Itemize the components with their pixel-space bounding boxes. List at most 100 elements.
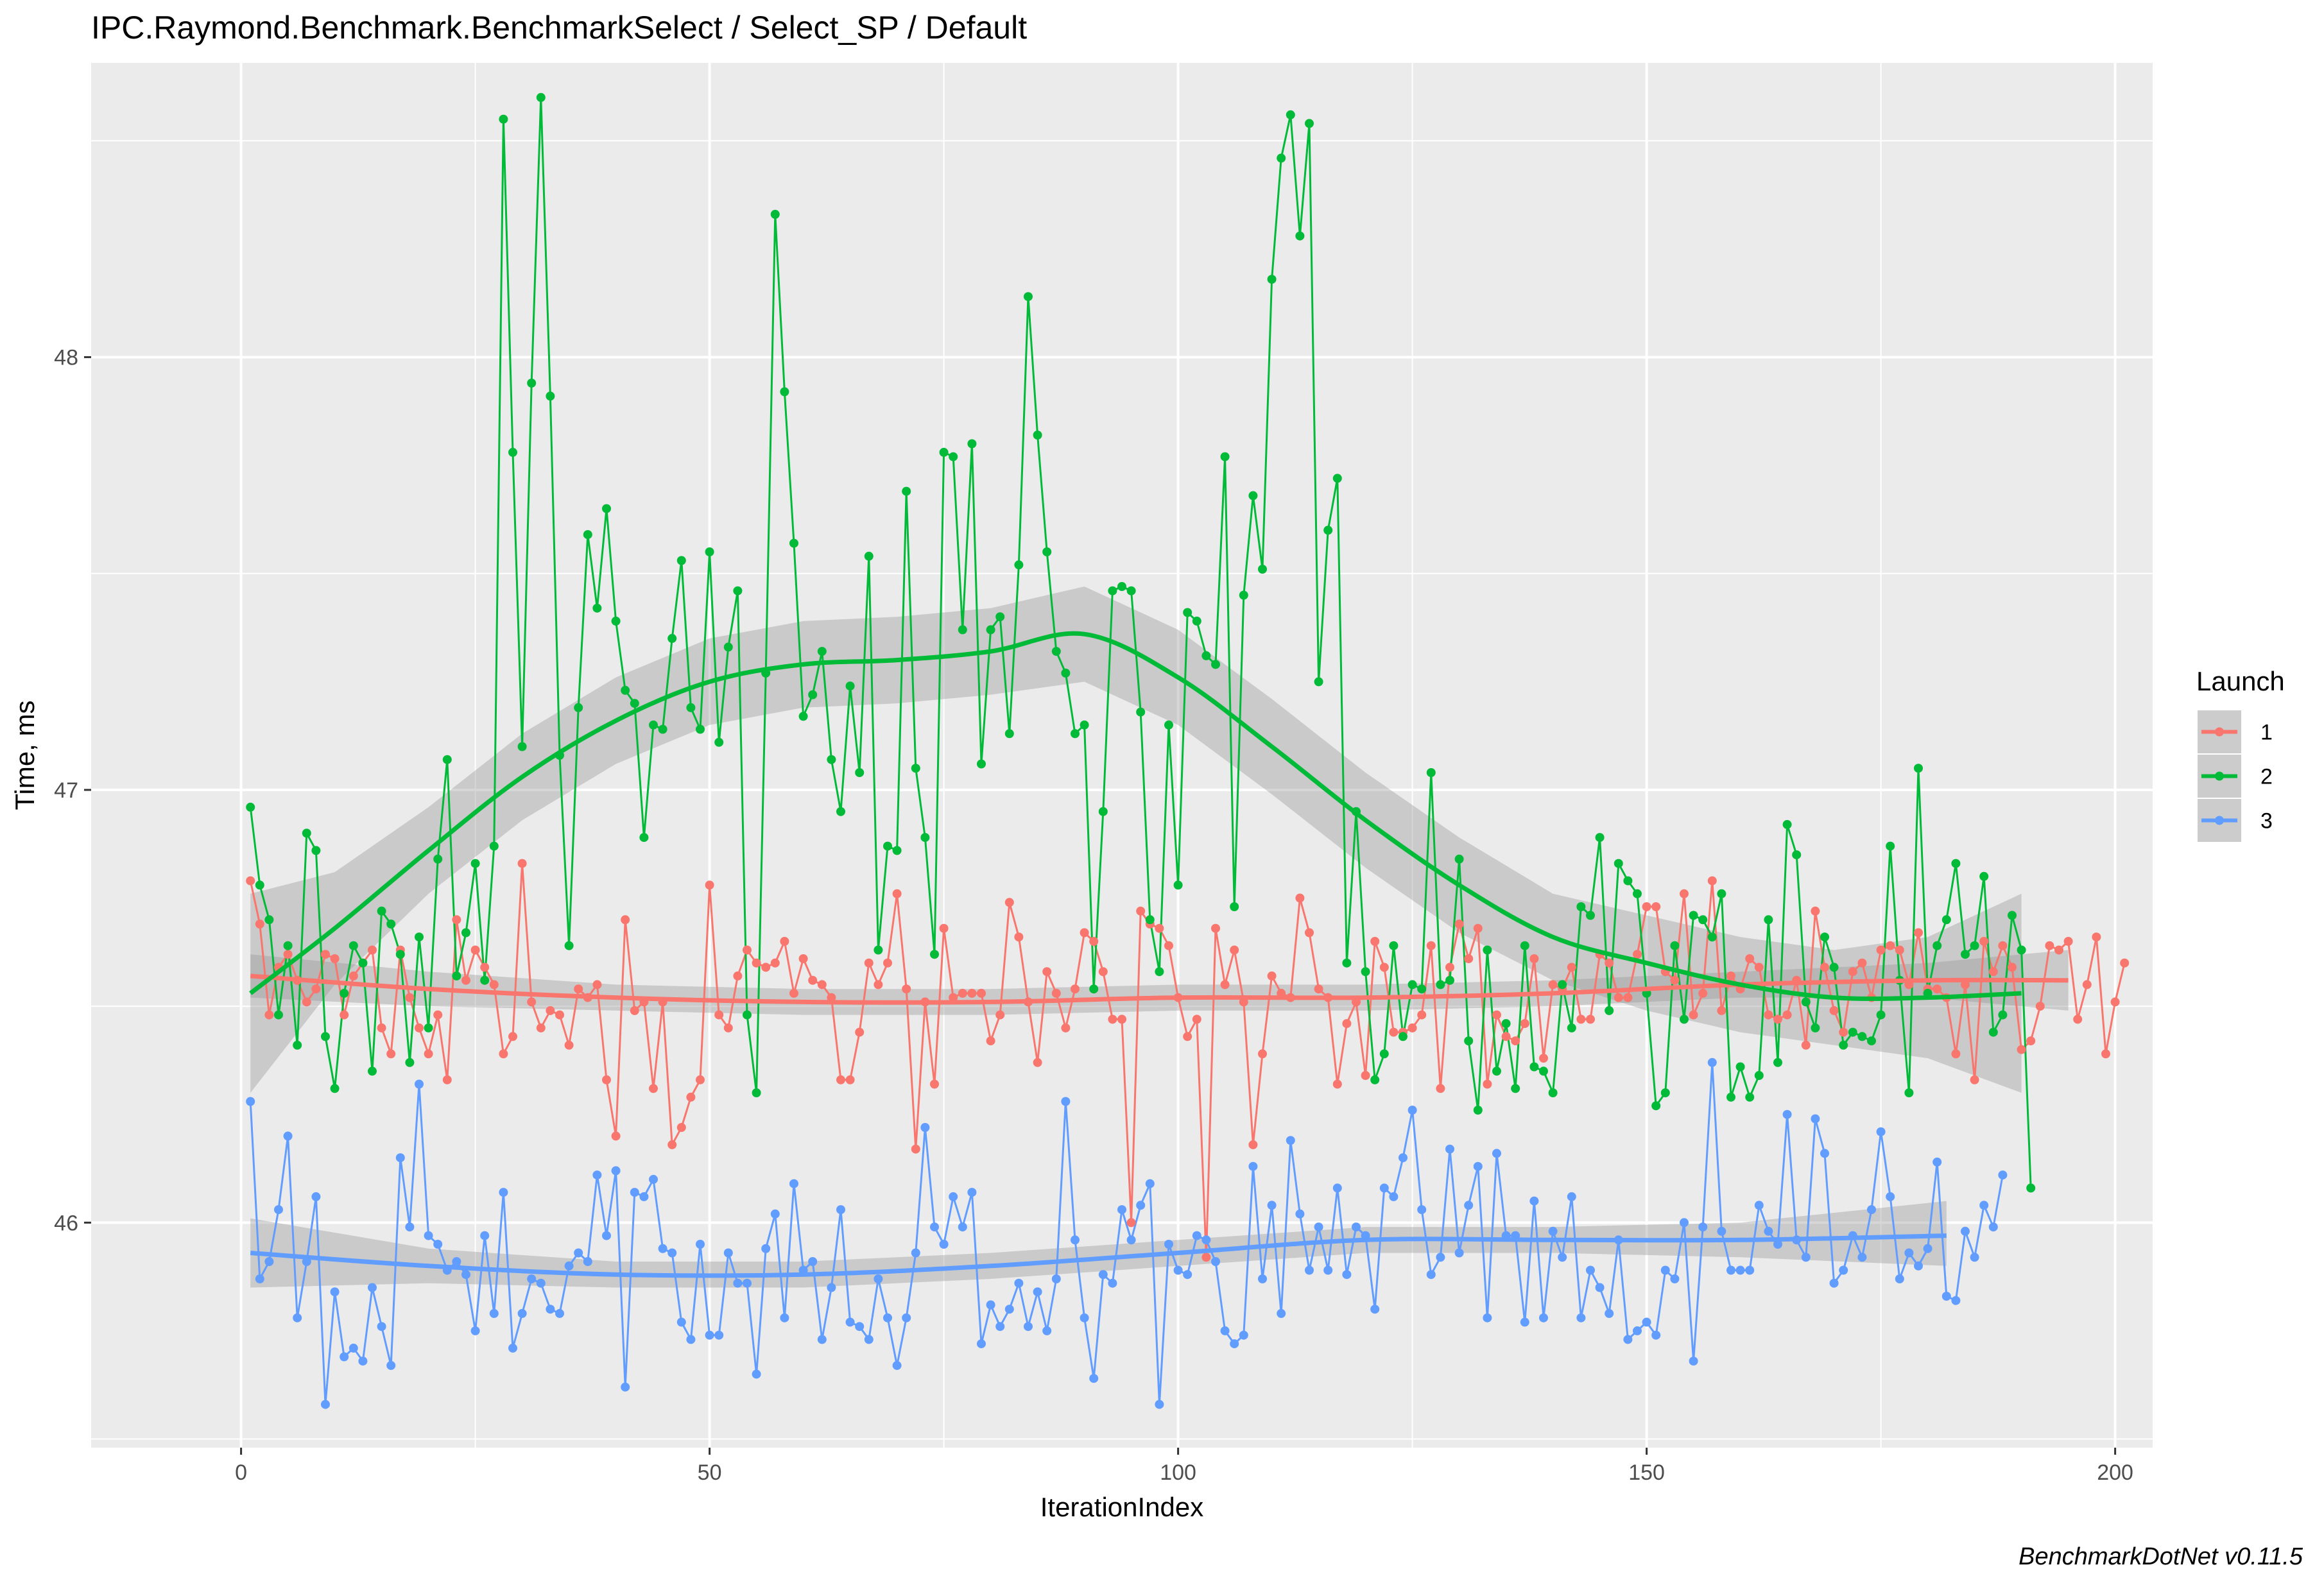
data-point-series-1 [808,975,818,985]
data-point-series-1 [1988,967,1998,977]
data-point-series-3 [1370,1305,1380,1314]
data-point-series-1 [546,1006,555,1015]
data-point-series-3 [1988,1222,1998,1232]
data-point-series-2 [1155,967,1164,977]
data-point-series-2 [1614,859,1623,868]
data-point-series-1 [761,963,771,972]
data-point-series-1 [1811,906,1820,916]
data-point-series-1 [949,993,958,1002]
data-point-series-1 [1014,932,1024,942]
data-point-series-2 [958,625,967,635]
trend-lines [249,631,2069,1278]
data-point-series-3 [1529,1196,1539,1206]
data-point-series-1 [836,1075,845,1084]
data-point-series-3 [1473,1161,1483,1171]
data-point-series-2 [1548,1088,1558,1097]
data-point-series-2 [1782,819,1792,829]
data-point-series-3 [1417,1205,1427,1215]
data-point-series-3 [1258,1274,1267,1283]
data-point-series-1 [1314,984,1323,994]
data-point-series-2 [1361,967,1370,977]
data-point-series-2 [836,807,845,816]
data-point-series-1 [611,1131,621,1141]
data-point-series-3 [1886,1192,1895,1201]
data-point-series-1 [1932,984,1942,994]
data-point-series-1 [2101,1049,2110,1059]
trend-line-series-3 [250,1233,1947,1278]
data-point-series-3 [1305,1265,1314,1275]
y-axis: 46 47 48 [54,346,91,1235]
data-point-series-2 [1773,1058,1782,1067]
data-point-series-2 [321,1032,330,1041]
data-point-series-3 [1267,1201,1277,1210]
data-point-series-3 [1801,1253,1811,1262]
data-point-series-1 [574,984,583,994]
data-point-series-2 [1370,1075,1380,1084]
data-point-series-3 [1464,1201,1474,1210]
data-point-series-3 [1764,1226,1773,1236]
data-point-series-1 [1136,906,1146,916]
data-point-series-3 [1352,1222,1361,1232]
data-point-series-2 [1680,1015,1689,1024]
data-point-series-2 [1586,911,1595,920]
data-point-series-1 [349,971,358,981]
data-point-series-3 [461,1270,470,1280]
data-point-series-3 [1342,1270,1352,1280]
data-point-series-3 [658,1244,667,1253]
data-point-series-1 [995,1010,1005,1020]
data-point-series-3 [1857,1253,1867,1262]
data-point-series-2 [1988,1027,1998,1037]
data-point-series-1 [1332,1079,1342,1089]
data-point-series-1 [499,1049,508,1059]
data-point-series-3 [1277,1308,1286,1318]
data-point-series-2 [1979,871,1989,881]
data-point-series-3 [1426,1270,1436,1280]
legend-label-2: 2 [2260,765,2273,789]
data-point-series-2 [705,547,714,556]
data-point-series-3 [1811,1114,1820,1124]
data-point-series-2 [564,941,574,950]
data-point-series-2 [293,1040,302,1050]
data-point-series-3 [527,1274,537,1283]
data-point-series-3 [1642,1317,1651,1327]
data-point-series-2 [1473,1106,1483,1115]
data-point-series-3 [789,1179,798,1188]
data-point-series-3 [1558,1253,1567,1262]
data-point-series-2 [1089,984,1099,994]
data-point-series-1 [1529,954,1539,963]
data-point-series-2 [470,859,480,868]
series-points [246,92,2130,1409]
data-point-series-1 [433,1010,443,1020]
data-point-series-2 [883,841,892,851]
data-point-series-3 [1071,1235,1080,1245]
data-point-series-2 [1595,833,1605,843]
data-point-series-2 [1258,565,1267,574]
x-tick-label: 50 [698,1460,722,1485]
data-point-series-1 [1089,937,1099,946]
data-point-series-2 [1689,911,1698,920]
data-point-series-2 [264,915,274,925]
data-point-series-2 [1633,889,1642,898]
data-point-series-3 [1323,1265,1333,1275]
data-point-series-2 [1501,1019,1511,1029]
data-point-series-2 [452,971,461,981]
data-point-series-2 [798,712,808,721]
data-point-series-1 [1586,1015,1595,1024]
data-point-series-1 [424,1049,433,1059]
data-point-series-1 [1857,958,1867,968]
data-point-series-3 [470,1326,480,1335]
data-point-series-3 [1286,1136,1295,1145]
legend-key-point-3 [2215,816,2224,825]
data-point-series-1 [1951,1049,1961,1059]
data-point-series-3 [1492,1149,1501,1158]
data-point-series-1 [415,1023,424,1032]
data-point-series-1 [1258,1049,1267,1059]
data-point-series-3 [311,1192,321,1201]
data-point-series-1 [368,945,377,955]
data-point-series-1 [789,988,798,998]
data-point-series-2 [1145,915,1155,925]
data-point-series-3 [386,1360,396,1370]
data-point-series-1 [1483,1079,1492,1089]
legend-key-point-2 [2215,771,2224,781]
data-point-series-3 [696,1240,705,1249]
